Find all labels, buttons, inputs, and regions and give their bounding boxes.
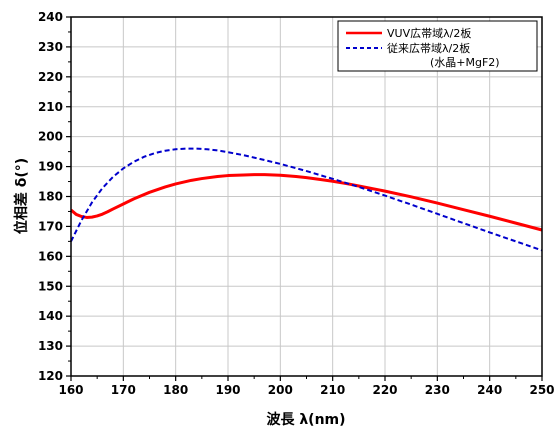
legend-label-conventional: 従来広帯域λ/2板 xyxy=(387,41,470,55)
y-axis-title: 位相差 δ(°) xyxy=(13,158,30,234)
series-line-vuv-broadband-halfwave xyxy=(70,173,543,232)
y-tick-label-120: 120 xyxy=(38,369,63,383)
y-tick-label-170: 170 xyxy=(38,219,63,233)
legend: VUV広帯域λ/2板 従来広帯域λ/2板 (水晶+MgF2) xyxy=(337,20,538,72)
legend-label-vuv: VUV広帯域λ/2板 xyxy=(387,26,471,40)
y-tick-label-140: 140 xyxy=(38,309,63,323)
y-tick-label-190: 190 xyxy=(38,160,63,174)
x-tick-label-240: 240 xyxy=(477,383,502,397)
x-tick-label-190: 190 xyxy=(215,383,240,397)
y-tick-label-200: 200 xyxy=(38,130,63,144)
x-tick-label-200: 200 xyxy=(268,383,293,397)
y-tick-label-130: 130 xyxy=(38,339,63,353)
y-tick-label-180: 180 xyxy=(38,190,63,204)
x-tick-label-160: 160 xyxy=(58,383,83,397)
x-tick-label-230: 230 xyxy=(425,383,450,397)
y-tick-label-230: 230 xyxy=(38,40,63,54)
y-tick-label-220: 220 xyxy=(38,70,63,84)
x-tick-label-250: 250 xyxy=(529,383,554,397)
series-layer xyxy=(70,147,543,252)
legend-label-conventional-sub: (水晶+MgF2) xyxy=(430,56,500,69)
x-tick-label-180: 180 xyxy=(163,383,188,397)
x-tick-label-210: 210 xyxy=(320,383,345,397)
y-tick-label-210: 210 xyxy=(38,100,63,114)
y-tick-label-160: 160 xyxy=(38,249,63,263)
y-tick-label-240: 240 xyxy=(38,10,63,24)
x-axis-title: 波長 λ(nm) xyxy=(266,411,345,428)
y-tick-label-150: 150 xyxy=(38,279,63,293)
x-tick-label-170: 170 xyxy=(111,383,136,397)
axis-ticks: 160 170 180 190 200 210 220 230 240 250 120 130 140 1… xyxy=(38,10,555,397)
x-tick-label-220: 220 xyxy=(372,383,397,397)
legend-box xyxy=(337,20,538,72)
